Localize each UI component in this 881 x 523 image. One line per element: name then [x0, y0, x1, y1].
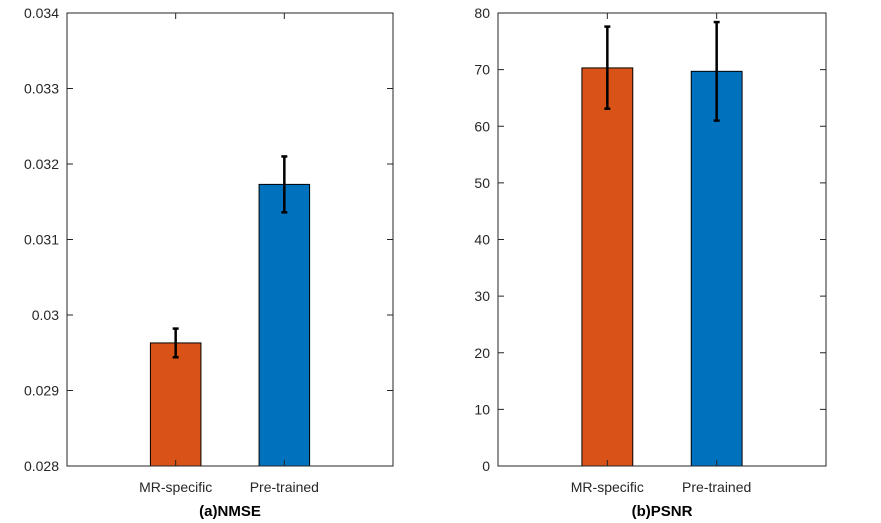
y-tick-label: 0.033 [24, 81, 59, 97]
panel-title: (b)PSNR [632, 503, 693, 520]
y-tick-label: 10 [474, 401, 490, 417]
bar-pre-trained [258, 183, 311, 467]
y-tick-label: 0.028 [24, 458, 59, 474]
psnr-panel: 0 10 20 30 40 50 60 70 80 MR-specific Pre-trained (… [474, 5, 827, 520]
x-tick-label: MR-specific [139, 479, 212, 495]
y-tick-label: 80 [474, 5, 490, 21]
y-tick-label: 50 [474, 175, 490, 191]
y-tick-label: 40 [474, 232, 490, 248]
y-tick-label: 0 [482, 458, 490, 474]
axes-frame [497, 12, 827, 467]
y-tick-label: 0.031 [24, 232, 59, 248]
x-tick-label: Pre-trained [250, 479, 319, 495]
y-tick-label: 0.029 [24, 383, 59, 399]
plot-area [67, 13, 393, 466]
y-tick-label: 0.03 [32, 307, 59, 323]
y-tick-label: 0.034 [24, 5, 59, 21]
bar-mr-specific [581, 67, 634, 467]
x-tick-label: MR-specific [571, 479, 644, 495]
x-tick-label: Pre-trained [682, 479, 751, 495]
axes-frame [66, 12, 394, 467]
bar-pre-trained [690, 70, 743, 467]
nmse-panel: 0.028 0.029 0.03 0.031 0.032 0.033 0.034 MR-spe… [24, 5, 394, 520]
y-tick-label: 70 [474, 62, 490, 78]
bar-mr-specific [149, 342, 202, 467]
y-tick-label: 60 [474, 118, 490, 134]
panel-title: (a)NMSE [199, 503, 261, 520]
y-tick-label: 30 [474, 288, 490, 304]
plot-area [498, 13, 826, 466]
y-tick-label: 20 [474, 345, 490, 361]
y-tick-label: 0.032 [24, 156, 59, 172]
